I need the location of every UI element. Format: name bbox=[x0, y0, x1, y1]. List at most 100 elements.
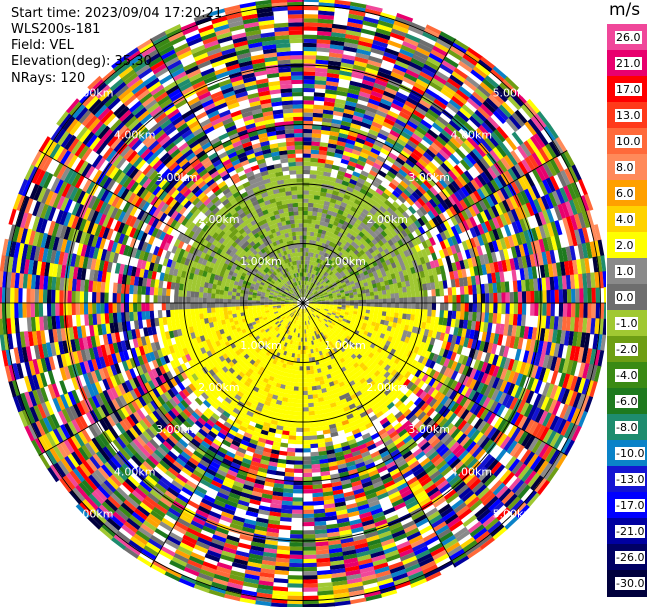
velocity-gate bbox=[307, 296, 311, 300]
velocity-gate bbox=[334, 244, 340, 250]
velocity-gate bbox=[393, 317, 398, 324]
velocity-gate bbox=[323, 324, 328, 329]
velocity-gate bbox=[558, 289, 564, 304]
velocity-gate bbox=[335, 313, 340, 317]
velocity-gate bbox=[485, 195, 495, 208]
velocity-gate bbox=[346, 399, 355, 406]
velocity-gate bbox=[427, 210, 436, 220]
velocity-gate bbox=[302, 464, 312, 469]
velocity-gate bbox=[585, 242, 593, 259]
velocity-gate bbox=[320, 307, 325, 310]
velocity-gate bbox=[320, 475, 331, 481]
velocity-gate bbox=[346, 21, 363, 29]
velocity-gate bbox=[454, 446, 466, 459]
velocity-gate bbox=[284, 368, 289, 373]
velocity-gate bbox=[450, 498, 465, 511]
velocity-gate bbox=[468, 378, 477, 390]
velocity-gate bbox=[337, 306, 342, 310]
velocity-gate bbox=[306, 231, 311, 236]
velocity-gate bbox=[302, 485, 313, 490]
velocity-gate bbox=[353, 255, 359, 261]
velocity-gate bbox=[387, 353, 394, 361]
velocity-gate bbox=[441, 340, 448, 350]
velocity-gate bbox=[447, 334, 454, 344]
velocity-gate bbox=[366, 102, 380, 111]
velocity-gate bbox=[371, 194, 380, 203]
velocity-gate bbox=[388, 342, 395, 349]
velocity-gate bbox=[258, 505, 271, 512]
velocity-gate bbox=[583, 396, 594, 414]
velocity-gate bbox=[557, 343, 564, 359]
velocity-gate bbox=[513, 413, 524, 428]
velocity-gate bbox=[424, 375, 433, 385]
velocity-gate bbox=[422, 416, 433, 427]
velocity-gate bbox=[296, 362, 300, 367]
velocity-gate bbox=[405, 343, 412, 351]
velocity-gate bbox=[459, 536, 476, 550]
velocity-gate bbox=[436, 393, 446, 404]
velocity-gate bbox=[569, 245, 577, 262]
velocity-gate bbox=[393, 248, 400, 256]
velocity-gate bbox=[509, 303, 514, 315]
velocity-gate bbox=[478, 340, 486, 352]
velocity-gate bbox=[366, 496, 379, 504]
velocity-gate bbox=[286, 591, 303, 596]
velocity-gate bbox=[480, 222, 489, 234]
velocity-gate bbox=[423, 329, 430, 337]
velocity-gate bbox=[502, 346, 510, 359]
velocity-gate bbox=[318, 6, 335, 12]
velocity-gate bbox=[306, 333, 309, 338]
velocity-gate bbox=[408, 414, 418, 424]
velocity-gate bbox=[414, 228, 422, 237]
velocity-gate bbox=[439, 31, 457, 43]
velocity-gate bbox=[492, 365, 500, 378]
velocity-gate bbox=[320, 191, 327, 197]
velocity-gate bbox=[361, 480, 373, 489]
velocity-gate bbox=[375, 109, 388, 118]
velocity-gate bbox=[302, 530, 316, 535]
velocity-gate bbox=[355, 137, 366, 145]
velocity-gate bbox=[338, 529, 352, 536]
velocity-gate bbox=[376, 465, 388, 474]
velocity-gate bbox=[371, 232, 378, 239]
velocity-gate bbox=[318, 0, 336, 4]
velocity-gate bbox=[438, 149, 450, 160]
velocity-gate bbox=[394, 288, 399, 294]
velocity-gate bbox=[365, 292, 371, 297]
velocity-gate bbox=[337, 209, 345, 216]
velocity-gate bbox=[397, 462, 409, 472]
velocity-gate bbox=[411, 191, 421, 201]
velocity-gate bbox=[336, 334, 341, 340]
velocity-gate bbox=[252, 533, 267, 540]
velocity-gate bbox=[504, 455, 517, 470]
velocity-gate bbox=[566, 216, 575, 233]
velocity-gate bbox=[526, 364, 535, 378]
velocity-gate bbox=[480, 372, 489, 385]
velocity-gate bbox=[278, 387, 285, 394]
velocity-gate bbox=[294, 448, 303, 453]
velocity-gate bbox=[413, 514, 427, 525]
velocity-gate bbox=[571, 425, 582, 443]
velocity-gate bbox=[422, 151, 434, 162]
velocity-gate bbox=[324, 317, 329, 322]
velocity-gate bbox=[291, 353, 295, 358]
velocity-gate bbox=[318, 454, 328, 460]
velocity-gate bbox=[297, 399, 303, 404]
velocity-gate bbox=[377, 428, 387, 437]
velocity-gate bbox=[507, 168, 519, 182]
velocity-gate bbox=[540, 396, 550, 412]
velocity-gate bbox=[304, 272, 307, 277]
velocity-gate bbox=[532, 458, 546, 474]
velocity-gate bbox=[378, 403, 387, 411]
velocity-gate bbox=[433, 553, 450, 565]
velocity-gate bbox=[326, 253, 331, 259]
velocity-gate bbox=[432, 370, 440, 381]
velocity-gate bbox=[511, 325, 517, 338]
velocity-gate bbox=[278, 450, 288, 456]
velocity-gate bbox=[514, 463, 527, 478]
velocity-gate bbox=[353, 322, 359, 328]
velocity-gate bbox=[521, 303, 527, 316]
velocity-gate bbox=[423, 303, 428, 310]
velocity-gate bbox=[335, 226, 342, 232]
velocity-gate bbox=[408, 480, 421, 490]
